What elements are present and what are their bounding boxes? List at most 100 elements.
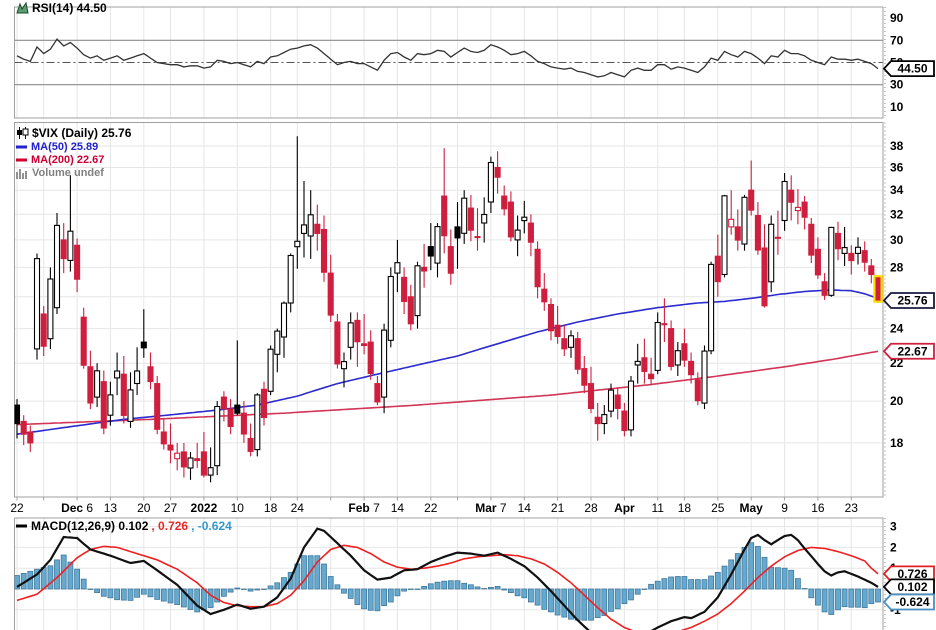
date-tick-label: 24 xyxy=(291,501,305,515)
rsi-axis-tick-label: 90 xyxy=(890,11,904,25)
macd-axis-tick-label: 3 xyxy=(890,520,897,534)
date-tick-label: 27 xyxy=(164,501,178,515)
macd-histogram-bar xyxy=(514,588,521,597)
macd-histogram-bar xyxy=(708,575,714,590)
macd-histogram-bar xyxy=(54,559,60,590)
candle xyxy=(873,275,883,303)
date-tick-label: 2022 xyxy=(191,501,218,515)
candle xyxy=(868,258,875,284)
candle xyxy=(320,215,328,282)
macd-histogram-bar xyxy=(327,576,334,590)
candle xyxy=(374,376,381,406)
candle xyxy=(247,423,254,457)
macd-histogram-bar xyxy=(821,588,828,613)
candle xyxy=(40,306,47,356)
candle xyxy=(841,226,848,266)
rsi-axis-tick-label: 70 xyxy=(890,33,904,47)
price-axis-tick-label: 38 xyxy=(890,139,904,153)
macd-histogram-bar xyxy=(875,588,881,603)
date-tick-label: 11 xyxy=(651,501,664,515)
macd-histogram-bar xyxy=(588,588,594,621)
macd-histogram-bar xyxy=(254,588,261,591)
macd-histogram-bar xyxy=(788,569,795,590)
macd-histogram-bar xyxy=(868,588,875,605)
svg-text:0.726: 0.726 xyxy=(897,567,927,581)
macd-histogram-bar xyxy=(681,576,688,590)
candle xyxy=(381,323,388,414)
rsi-plot-area[interactable] xyxy=(15,7,884,118)
macd-histogram xyxy=(14,542,881,621)
candle xyxy=(287,253,294,313)
candle xyxy=(207,447,214,483)
candle xyxy=(561,325,568,356)
candle xyxy=(708,261,715,355)
last-price-label: 25.76 xyxy=(882,292,935,309)
candle xyxy=(734,209,741,251)
macd-histogram-bar xyxy=(334,584,341,590)
ma200-value-label: 22.67 xyxy=(882,342,935,360)
candle xyxy=(481,197,488,243)
candle xyxy=(401,267,408,314)
candle xyxy=(234,340,241,416)
macd-histogram-bar xyxy=(167,588,174,604)
candle xyxy=(94,363,101,408)
svg-text:44.50: 44.50 xyxy=(897,62,927,76)
date-tick-label: 10 xyxy=(231,501,245,515)
macd-histogram-bar xyxy=(180,588,187,608)
rsi-axis-tick-label: 30 xyxy=(890,78,904,92)
macd-histogram-bar xyxy=(441,580,448,590)
macd-histogram-bar xyxy=(648,583,654,590)
macd-histogram-bar xyxy=(668,576,674,590)
candle xyxy=(100,370,107,435)
macd-histogram-bar xyxy=(387,588,394,603)
macd-histogram-bar xyxy=(755,546,761,590)
candle xyxy=(27,425,34,452)
macd-histogram-bar xyxy=(341,588,347,594)
macd-histogram-bar xyxy=(748,542,755,590)
candle xyxy=(547,298,555,341)
candle xyxy=(714,234,721,297)
price-axis-tick-label: 24 xyxy=(890,322,904,336)
macd-histogram-bar xyxy=(841,588,848,608)
macd-histogram-bar xyxy=(601,588,608,616)
price-axis-tick-label: 18 xyxy=(890,436,904,450)
date-tick-label: Apr xyxy=(614,501,635,515)
candle xyxy=(861,241,868,272)
macd-histogram-bar xyxy=(321,563,327,590)
macd-histogram-bar xyxy=(828,588,835,615)
macd-histogram-bar xyxy=(661,578,668,590)
candle xyxy=(668,320,675,371)
macd-histogram-bar xyxy=(701,579,708,590)
candle xyxy=(788,175,795,221)
candle xyxy=(180,442,187,478)
last-candle-highlight xyxy=(873,275,883,303)
candle xyxy=(227,399,234,435)
date-tick-label: 23 xyxy=(845,501,859,515)
macd-histogram-bar xyxy=(501,588,508,591)
candle xyxy=(467,194,474,242)
macd-histogram-bar xyxy=(267,585,274,590)
date-tick-label: 18 xyxy=(264,501,278,515)
date-tick-label: Feb 7 xyxy=(348,501,380,515)
rsi-panel-border xyxy=(14,6,884,119)
price-axis-tick-label: 34 xyxy=(890,183,904,197)
candle xyxy=(487,156,494,213)
macd-histogram-bar xyxy=(568,588,574,620)
macd-histogram-bar xyxy=(301,555,307,590)
macd-histogram-bar xyxy=(781,567,788,590)
macd-histogram-bar xyxy=(487,587,494,590)
macd-histogram-bar xyxy=(528,588,534,603)
macd-histogram-bar xyxy=(194,588,201,613)
candle xyxy=(147,352,154,390)
candle xyxy=(581,356,588,394)
price-plot-area[interactable] xyxy=(15,123,884,498)
macd-histogram-bar xyxy=(614,588,621,610)
macd-histogram-bar xyxy=(274,582,281,590)
candle xyxy=(14,399,21,439)
candle xyxy=(801,196,808,230)
candle xyxy=(194,442,201,468)
candle xyxy=(554,306,561,344)
date-tick-label: 22 xyxy=(424,501,438,515)
candle xyxy=(634,343,641,384)
